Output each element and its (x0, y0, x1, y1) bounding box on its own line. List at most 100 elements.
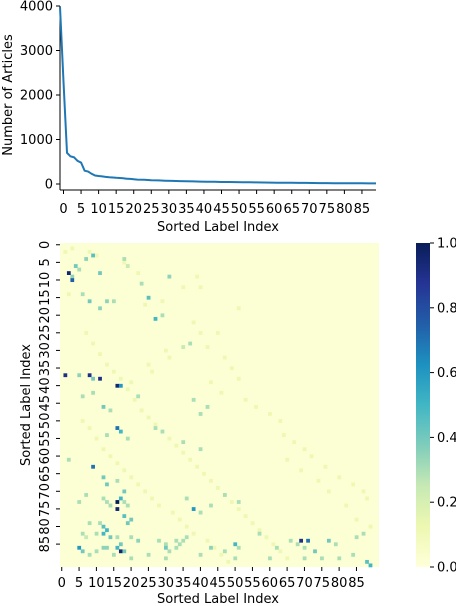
heatmap-cell (118, 376, 123, 381)
heatmap-cell (198, 510, 203, 515)
heatmap-y-tick-label: 40 (38, 377, 53, 394)
heatmap-y-tick-label: 25 (38, 325, 53, 342)
heatmap-cell (306, 538, 310, 543)
heatmap-cell (122, 257, 127, 261)
heatmap-cell (122, 514, 127, 518)
heatmap-y-tick-label: 20 (38, 307, 53, 324)
line-x-tick-label: 35 (178, 202, 195, 217)
heatmap-cell (254, 405, 258, 409)
heatmap-y-tick-label: 30 (38, 342, 53, 359)
colorbar-tick-label: 0.2 (437, 496, 456, 511)
heatmap-cell (344, 503, 349, 508)
heatmap-cell (184, 496, 189, 501)
heatmap-cell (87, 250, 92, 254)
heatmap-cell (361, 489, 366, 494)
heatmap-cell (98, 376, 102, 381)
heatmap-y-tick-label: 65 (38, 465, 53, 482)
heatmap-cell (91, 390, 95, 395)
heatmap-cell (101, 524, 106, 529)
heatmap-cell (278, 419, 283, 423)
heatmap-cell (91, 376, 95, 381)
heatmap-cell (122, 468, 127, 473)
heatmap-cell (70, 246, 75, 251)
heatmap-cell (191, 531, 196, 536)
heatmap-cell (212, 545, 217, 550)
heatmap-cell (316, 478, 321, 483)
heatmap-cell (167, 436, 172, 441)
heatmap-cell (80, 292, 85, 297)
heatmap-cell (181, 285, 186, 290)
heatmap-cell (150, 369, 154, 374)
heatmap-cell (91, 253, 95, 258)
line-series (59, 6, 376, 185)
heatmap-cell (167, 355, 172, 360)
heatmap-cell (94, 531, 99, 536)
heatmap-cell (198, 552, 203, 557)
heatmap-cell (361, 531, 366, 536)
heatmap-cell (91, 464, 95, 469)
heatmap-cell (222, 355, 227, 360)
line-x-tick-label: 65 (283, 202, 300, 217)
heatmap-cell (365, 496, 369, 501)
line-x-tick-label: 40 (196, 202, 213, 217)
heatmap-cell (91, 341, 95, 346)
heatmap-cell (236, 507, 241, 511)
heatmap-cell (295, 542, 300, 547)
heatmap-cell (354, 535, 359, 540)
line-x-tick-label: 85 (354, 202, 371, 217)
heatmap-cell (177, 542, 182, 547)
heatmap-cell (125, 521, 130, 526)
heatmap-cell (209, 478, 213, 483)
heatmap-cell (122, 489, 127, 494)
heatmap-cell (63, 373, 68, 378)
heatmap-cell (73, 264, 78, 268)
heatmap-y-tick-label: 35 (38, 360, 53, 377)
heatmap-cell (184, 524, 189, 529)
heatmap-cell (139, 408, 144, 413)
heatmap-y-axis-label: Sorted Label Index (19, 344, 34, 466)
heatmap-cell (233, 542, 238, 547)
heatmap-pale-cells (63, 246, 373, 564)
heatmap-y-tick-label: 5 (38, 258, 53, 266)
heatmap-cell (216, 331, 220, 335)
heatmap-cell (136, 538, 141, 543)
heatmap-cell (188, 457, 193, 462)
heatmap-cell (174, 538, 179, 543)
line-x-tick-label: 60 (266, 202, 283, 217)
heatmap-cell (94, 253, 99, 258)
heatmap-x-tick-label: 25 (140, 576, 157, 591)
heatmap-cell (354, 517, 359, 522)
line-x-tick-label: 70 (301, 202, 318, 217)
heatmap-cell (115, 545, 120, 550)
heatmap-x-tick-label: 30 (157, 576, 174, 591)
heatmap-cell (105, 482, 109, 487)
heatmap-cell (84, 257, 89, 261)
heatmap-cell (129, 517, 134, 522)
heatmap-cell (63, 250, 68, 254)
heatmap-cell (94, 436, 99, 441)
heatmap-cell (191, 397, 196, 402)
heatmap-cell (236, 306, 241, 311)
heatmap-cell (84, 535, 89, 540)
heatmap-cell (112, 369, 116, 374)
heatmap-y-tick-label: 55 (38, 430, 53, 447)
heatmap-cell (281, 433, 286, 437)
heatmap-cell (143, 489, 147, 494)
heatmap-cell (129, 535, 134, 540)
heatmap-cell (326, 489, 331, 494)
heatmap-cell (157, 538, 161, 543)
heatmap-cell (108, 454, 113, 459)
heatmap-x-tick-label: 15 (105, 576, 122, 591)
heatmap-cell (118, 383, 123, 388)
heatmap-y-tick-label: 0 (38, 241, 53, 249)
heatmap-cell (108, 408, 113, 413)
heatmap-cell (66, 271, 71, 275)
heatmap-x-tick-label: 10 (88, 576, 105, 591)
line-x-tick-label: 50 (231, 202, 248, 217)
heatmap-cell (333, 542, 338, 547)
heatmap-cell (70, 278, 75, 283)
heatmap-cell (302, 545, 307, 550)
heatmap-cell (309, 454, 314, 459)
